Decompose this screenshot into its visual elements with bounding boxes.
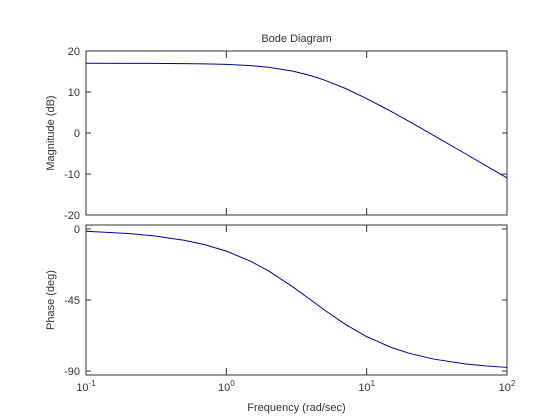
- line-series: [85, 62, 508, 179]
- x-tick-label: 10-1: [76, 379, 96, 394]
- chart-title: Bode Diagram: [261, 33, 331, 45]
- x-tick-label: 102: [499, 379, 516, 394]
- y-tick-label: -45: [64, 295, 80, 307]
- y-tick-label: -20: [64, 210, 80, 222]
- x-tick-base: 10: [76, 382, 88, 394]
- y-tick-label: 0: [74, 128, 80, 140]
- y-axis-label: Phase (deg): [45, 270, 57, 330]
- y-tick-label: -90: [64, 366, 80, 378]
- x-tick-base: 10: [358, 382, 370, 394]
- y-tick-label: 10: [68, 87, 80, 99]
- y-axis-label: Magnitude (dB): [45, 95, 57, 170]
- x-tick-label: 100: [218, 379, 235, 394]
- x-tick-exponent: 0: [230, 379, 235, 388]
- x-tick-base: 10: [499, 382, 511, 394]
- y-tick-label: 20: [68, 46, 80, 58]
- y-tick-label: 0: [74, 224, 80, 236]
- x-tick-exponent: -1: [89, 379, 97, 388]
- line-series: [85, 230, 508, 368]
- x-tick-label: 101: [358, 379, 375, 394]
- x-axis-label: Frequency (rad/sec): [247, 402, 345, 414]
- x-tick-exponent: 2: [511, 379, 516, 388]
- y-tick-label: -10: [64, 169, 80, 181]
- x-tick-base: 10: [218, 382, 230, 394]
- x-tick-exponent: 1: [371, 379, 376, 388]
